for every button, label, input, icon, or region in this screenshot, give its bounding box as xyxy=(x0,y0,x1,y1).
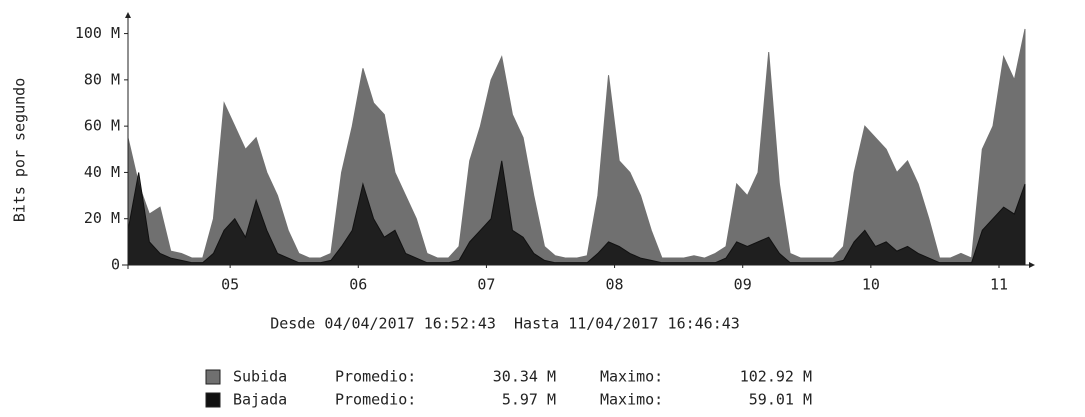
y-tick-label: 100 M xyxy=(75,24,120,42)
x-tick-label: 05 xyxy=(221,276,239,294)
legend-stat-value: 30.34 M xyxy=(493,368,556,386)
legend-stat-label: Promedio: xyxy=(335,391,416,409)
subtitle: Desde 04/04/2017 16:52:43 Hasta 11/04/20… xyxy=(270,315,740,333)
legend-stat-label: Maximo: xyxy=(600,368,663,386)
x-tick-label: 08 xyxy=(606,276,624,294)
legend-label: Subida xyxy=(233,368,287,386)
x-tick-label: 09 xyxy=(734,276,752,294)
legend-stat-value: 5.97 M xyxy=(502,391,556,409)
x-tick-label: 07 xyxy=(477,276,495,294)
legend-stat-value: 59.01 M xyxy=(749,391,812,409)
legend-swatch xyxy=(205,369,221,385)
y-axis-arrow xyxy=(125,12,131,18)
y-tick-label: 0 xyxy=(111,256,120,274)
y-tick-label: 40 M xyxy=(84,163,120,181)
y-tick-label: 60 M xyxy=(84,117,120,135)
y-tick-label: 20 M xyxy=(84,209,120,227)
legend-label: Bajada xyxy=(233,391,287,409)
x-tick-label: 11 xyxy=(990,276,1008,294)
x-tick-label: 10 xyxy=(862,276,880,294)
y-tick-label: 80 M xyxy=(84,70,120,88)
legend-stat-label: Promedio: xyxy=(335,368,416,386)
legend-swatch xyxy=(205,392,221,408)
area xyxy=(127,28,1026,266)
y-axis-label: Bits por segundo xyxy=(11,78,29,223)
area xyxy=(127,160,1026,266)
legend-stat-value: 102.92 M xyxy=(740,368,812,386)
x-axis-arrow xyxy=(1029,262,1035,268)
legend-stat-label: Maximo: xyxy=(600,391,663,409)
x-tick-label: 06 xyxy=(349,276,367,294)
